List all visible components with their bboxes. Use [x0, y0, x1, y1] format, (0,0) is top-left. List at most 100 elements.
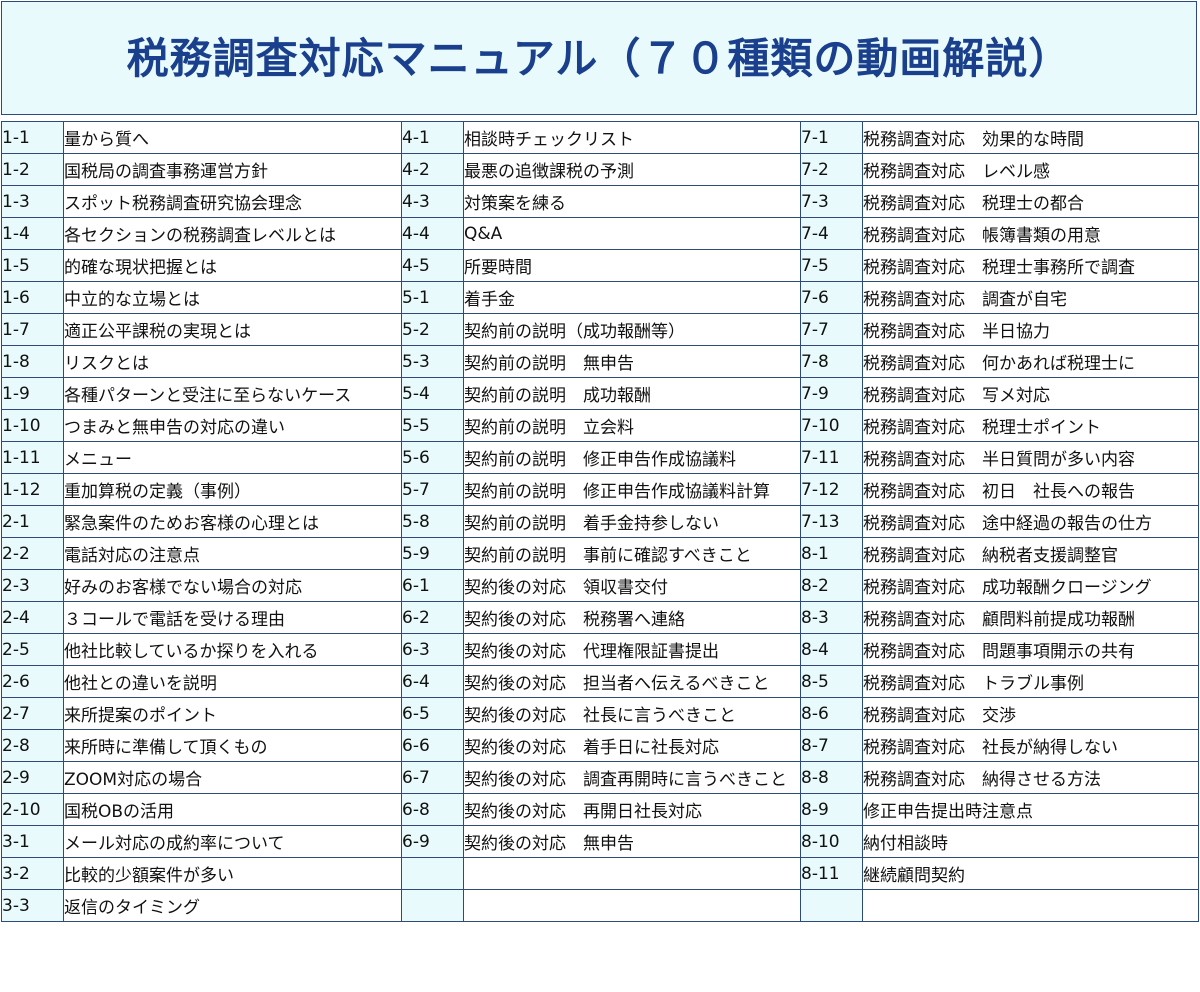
item-number: 2-3 [1, 569, 64, 602]
item-number: 5-9 [401, 537, 464, 570]
item-title: 税務調査対応 効果的な時間 [862, 121, 1199, 154]
item-title: 契約後の対応 再開日社長対応 [463, 793, 801, 826]
item-number: 2-7 [1, 697, 64, 730]
item-title: 所要時間 [463, 249, 801, 282]
item-number: 8-7 [800, 729, 863, 762]
item-title: 契約後の対応 税務署へ連絡 [463, 601, 801, 634]
item-title: スポット税務調査研究協会理念 [63, 185, 402, 218]
item-number: 7-1 [800, 121, 863, 154]
item-title: 適正公平課税の実現とは [63, 313, 402, 346]
item-title: 中立的な立場とは [63, 281, 402, 314]
item-number: 7-13 [800, 505, 863, 538]
item-number: 4-4 [401, 217, 464, 250]
table-row: 3-3 返信のタイミング [1, 889, 1199, 922]
item-number: 6-3 [401, 633, 464, 666]
item-number [401, 889, 464, 922]
item-number: 6-6 [401, 729, 464, 762]
item-number: 5-3 [401, 345, 464, 378]
item-number: 1-1 [1, 121, 64, 154]
item-number: 1-2 [1, 153, 64, 186]
item-number: 5-1 [401, 281, 464, 314]
item-title: 契約後の対応 代理権限証書提出 [463, 633, 801, 666]
item-title: 税務調査対応 納得させる方法 [862, 761, 1199, 794]
item-title: 契約前の説明 修正申告作成協議料計算 [463, 473, 801, 506]
item-number: 8-2 [800, 569, 863, 602]
item-number: 3-3 [1, 889, 64, 922]
item-number: 7-12 [800, 473, 863, 506]
item-number: 7-5 [800, 249, 863, 282]
item-number: 6-5 [401, 697, 464, 730]
item-number: 8-11 [800, 857, 863, 890]
item-number: 8-10 [800, 825, 863, 858]
item-title: 他社比較しているか探りを入れる [63, 633, 402, 666]
item-number: 2-1 [1, 505, 64, 538]
table-row: 1-6 中立的な立場とは 5-1 着手金 7-6 税務調査対応 調査が自宅 [1, 281, 1199, 314]
table-row: 1-4 各セクションの税務調査レベルとは 4-4 Q&A 7-4 税務調査対応 帳簿書類の… [1, 217, 1199, 250]
item-number: 7-11 [800, 441, 863, 474]
item-title: 相談時チェックリスト [463, 121, 801, 154]
item-number: 1-10 [1, 409, 64, 442]
item-title: 契約前の説明 着手金持参しない [463, 505, 801, 538]
item-title: 納付相談時 [862, 825, 1199, 858]
item-number: 5-2 [401, 313, 464, 346]
item-title [463, 889, 801, 922]
item-number: 2-4 [1, 601, 64, 634]
item-title: 税務調査対応 社長が納得しない [862, 729, 1199, 762]
item-title: ３コールで電話を受ける理由 [63, 601, 402, 634]
item-title: 対策案を練る [463, 185, 801, 218]
table-row: 2-3 好みのお客様でない場合の対応 6-1 契約後の対応 領収書交付 8-2 税務調査対… [1, 569, 1199, 602]
table-row: 2-8 来所時に準備して頂くもの 6-6 契約後の対応 着手日に社長対応 8-7 税務調査… [1, 729, 1199, 762]
item-number: 1-6 [1, 281, 64, 314]
item-title: 継続顧問契約 [862, 857, 1199, 890]
item-title: 国税局の調査事務運営方針 [63, 153, 402, 186]
item-title: 税務調査対応 納税者支援調整官 [862, 537, 1199, 570]
item-title: 緊急案件のためお客様の心理とは [63, 505, 402, 538]
item-title: 契約前の説明 無申告 [463, 345, 801, 378]
item-number: 7-10 [800, 409, 863, 442]
item-title: 最悪の追徴課税の予測 [463, 153, 801, 186]
table-row: 2-4 ３コールで電話を受ける理由 6-2 契約後の対応 税務署へ連絡 8-3 税務調査対… [1, 601, 1199, 634]
item-title: つまみと無申告の対応の違い [63, 409, 402, 442]
table-row: 1-9 各種パターンと受注に至らないケース 5-4 契約前の説明 成功報酬 7-9 税務調… [1, 377, 1199, 410]
item-number: 1-9 [1, 377, 64, 410]
item-title: 国税OBの活用 [63, 793, 402, 826]
item-title: 契約前の説明（成功報酬等） [463, 313, 801, 346]
item-title [862, 889, 1199, 922]
table-row: 1-3 スポット税務調査研究協会理念 4-3 対策案を練る 7-3 税務調査対応 税理士の… [1, 185, 1199, 218]
item-number: 7-8 [800, 345, 863, 378]
table-row: 2-7 来所提案のポイント 6-5 契約後の対応 社長に言うべきこと 8-6 税務調査対応… [1, 697, 1199, 730]
item-title: 税務調査対応 途中経過の報告の仕方 [862, 505, 1199, 538]
item-title: 各種パターンと受注に至らないケース [63, 377, 402, 410]
item-title: 返信のタイミング [63, 889, 402, 922]
item-title: 好みのお客様でない場合の対応 [63, 569, 402, 602]
table-row: 2-1 緊急案件のためお客様の心理とは 5-8 契約前の説明 着手金持参しない 7-13… [1, 505, 1199, 538]
table-row: 2-6 他社との違いを説明 6-4 契約後の対応 担当者へ伝えるべきこと 8-5 税務調査… [1, 665, 1199, 698]
item-number: 7-2 [800, 153, 863, 186]
table-row: 2-5 他社比較しているか探りを入れる 6-3 契約後の対応 代理権限証書提出 8-4 税… [1, 633, 1199, 666]
title-banner: 税務調査対応マニュアル（７０種類の動画解説） [1, 1, 1197, 115]
item-number: 8-6 [800, 697, 863, 730]
item-title: 契約前の説明 修正申告作成協議料 [463, 441, 801, 474]
item-title: 税務調査対応 顧問料前提成功報酬 [862, 601, 1199, 634]
item-number: 1-7 [1, 313, 64, 346]
item-title: 契約後の対応 社長に言うべきこと [463, 697, 801, 730]
item-number: 5-6 [401, 441, 464, 474]
item-number: 4-1 [401, 121, 464, 154]
item-title: 契約前の説明 事前に確認すべきこと [463, 537, 801, 570]
item-number: 2-5 [1, 633, 64, 666]
item-title: 税務調査対応 調査が自宅 [862, 281, 1199, 314]
item-title: 税務調査対応 トラブル事例 [862, 665, 1199, 698]
item-title: 来所時に準備して頂くもの [63, 729, 402, 762]
item-title: 量から質へ [63, 121, 402, 154]
item-number: 5-5 [401, 409, 464, 442]
item-number: 2-6 [1, 665, 64, 698]
item-number: 4-2 [401, 153, 464, 186]
item-title: 税務調査対応 帳簿書類の用意 [862, 217, 1199, 250]
item-number: 1-4 [1, 217, 64, 250]
page-title: 税務調査対応マニュアル（７０種類の動画解説） [126, 33, 1072, 83]
item-title: 契約後の対応 無申告 [463, 825, 801, 858]
item-title: 契約後の対応 担当者へ伝えるべきこと [463, 665, 801, 698]
item-title: 重加算税の定義（事例） [63, 473, 402, 506]
item-title: 税務調査対応 問題事項開示の共有 [862, 633, 1199, 666]
item-number: 5-4 [401, 377, 464, 410]
